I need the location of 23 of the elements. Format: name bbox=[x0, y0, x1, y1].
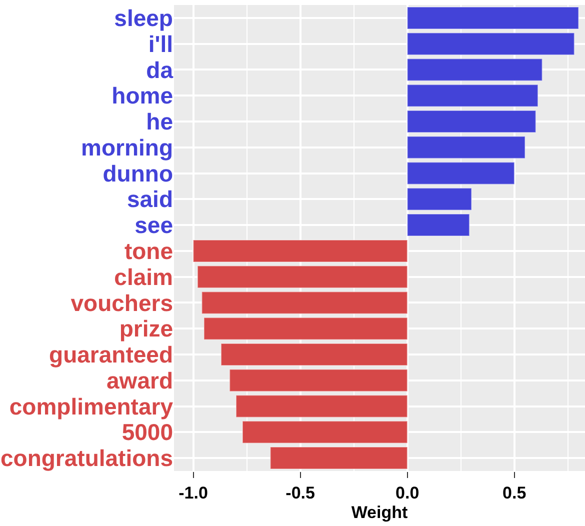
y-tick-label: said bbox=[126, 186, 173, 212]
y-tick-label: home bbox=[112, 82, 173, 109]
y-tick-label: morning bbox=[81, 134, 173, 160]
y-tick-label: sleep bbox=[114, 4, 173, 31]
y-tick-label: award bbox=[106, 367, 173, 394]
y-tick-label: prize bbox=[119, 316, 173, 342]
y-tick-label: dunno bbox=[102, 160, 173, 186]
y-tick-label: 5000 bbox=[122, 419, 173, 446]
x-tick-label: 0.5 bbox=[502, 483, 526, 502]
y-tick-label: he bbox=[146, 108, 173, 135]
y-tick-label: da bbox=[146, 56, 174, 83]
y-tick-label: guaranteed bbox=[49, 342, 173, 368]
y-tick-label: see bbox=[134, 212, 173, 238]
x-tick-label: 0.0 bbox=[396, 483, 420, 502]
y-tick-label: congratulations bbox=[0, 445, 173, 472]
y-tick-label: vouchers bbox=[70, 290, 173, 316]
x-tick-label: -1.0 bbox=[178, 483, 208, 502]
y-tick-label: tone bbox=[124, 238, 173, 264]
y-tick-label: i'll bbox=[148, 30, 173, 57]
y-tick-label: claim bbox=[114, 264, 173, 290]
y-tick-label: complimentary bbox=[9, 393, 174, 420]
x-tick-label: -0.5 bbox=[286, 483, 315, 502]
x-axis-title: Weight bbox=[351, 502, 408, 522]
